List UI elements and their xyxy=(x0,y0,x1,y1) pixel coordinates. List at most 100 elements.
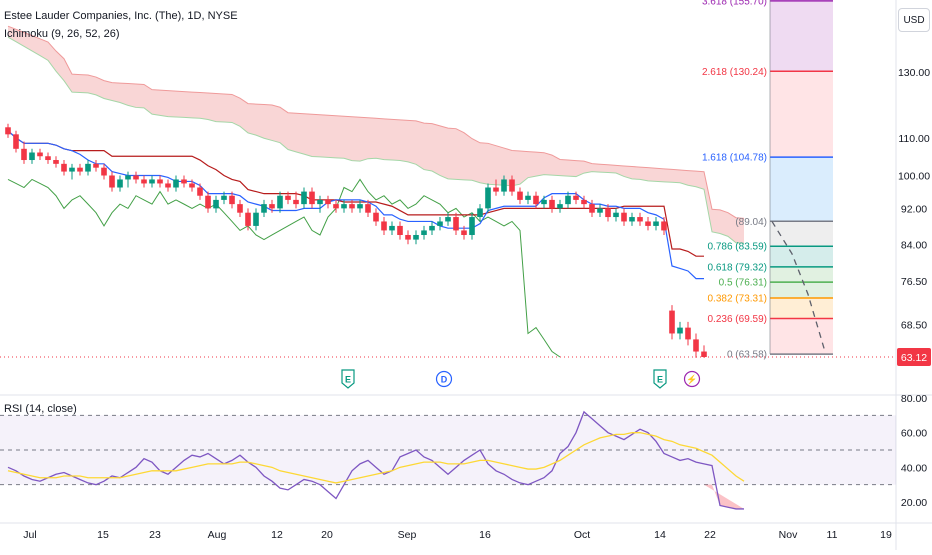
base-line xyxy=(7,130,704,257)
rsi-pane: 80.00 60.00 40.00 20.00 xyxy=(0,393,927,510)
cloud-segment xyxy=(24,32,32,51)
cloud-segment xyxy=(528,151,536,178)
candle-body xyxy=(261,204,267,213)
candles xyxy=(5,123,707,358)
candle-body xyxy=(69,167,75,172)
candle-body xyxy=(293,199,299,205)
cloud-segment xyxy=(672,169,680,183)
cloud-segment xyxy=(248,103,256,136)
candle-body xyxy=(661,221,667,231)
candle-body xyxy=(245,212,251,226)
cloud-segment xyxy=(80,74,88,93)
time-tick-label: Nov xyxy=(779,529,798,541)
cloud-segment xyxy=(104,80,112,101)
cloud-segment xyxy=(296,113,304,155)
cloud-segment xyxy=(624,165,632,179)
candle-body xyxy=(613,212,619,218)
candle-body xyxy=(645,221,651,226)
candle-body xyxy=(61,163,67,172)
candle-body xyxy=(605,208,611,218)
cloud-segment xyxy=(432,123,440,176)
cloud-segment xyxy=(288,112,296,152)
cloud-segment xyxy=(224,93,232,123)
senkou-span-a-line xyxy=(7,36,745,244)
candle-body xyxy=(93,163,99,168)
fib-zone xyxy=(770,157,833,222)
candle-body xyxy=(517,191,523,200)
fib-zone xyxy=(770,71,833,158)
candle-body xyxy=(389,225,395,231)
fib-level-label: 0.236 (69.59) xyxy=(708,314,768,325)
candle-body xyxy=(117,179,123,188)
rsi-tick-label: 40.00 xyxy=(901,462,927,474)
rsi-tick-label: 60.00 xyxy=(901,428,927,440)
candle-body xyxy=(621,212,627,222)
candle-body xyxy=(13,134,19,149)
last-price-badge xyxy=(897,348,931,366)
candle-body xyxy=(85,163,91,172)
cloud-segment xyxy=(232,94,240,127)
cloud-segment xyxy=(688,170,696,187)
cloud-segment xyxy=(552,155,560,176)
cloud-segment xyxy=(264,104,272,141)
fib-zone xyxy=(770,221,833,247)
event-marker-icon: ⚡ xyxy=(683,370,701,388)
candle-body xyxy=(157,179,163,184)
cloud-segment xyxy=(512,150,520,186)
cloud-segment xyxy=(448,128,456,180)
candle-body xyxy=(549,199,555,209)
price-tick-label: 100.00 xyxy=(898,170,930,182)
candle-body xyxy=(357,204,363,209)
cloud-segment xyxy=(520,151,528,185)
candle-body xyxy=(413,234,419,240)
price-tick-label: 68.50 xyxy=(901,320,927,332)
cloud-segment xyxy=(144,84,152,115)
candle-body xyxy=(501,179,507,192)
fib-level-label: 3.618 (155.70) xyxy=(702,0,767,7)
cloud-segment xyxy=(600,164,608,173)
rsi-legend[interactable]: RSI (14, close) xyxy=(4,403,77,415)
cloud-segment xyxy=(376,118,384,160)
time-tick-label: Oct xyxy=(574,529,590,541)
fib-level-label: 0.618 (79.32) xyxy=(708,262,768,273)
candle-body xyxy=(285,195,291,200)
candle-body xyxy=(325,199,331,205)
ichimoku-legend[interactable]: Ichimoku (9, 26, 52, 26) xyxy=(4,28,120,40)
candle-body xyxy=(229,195,235,205)
candle-body xyxy=(21,148,27,161)
cloud-segment xyxy=(736,217,744,244)
last-price-label: 63.12 xyxy=(901,352,927,364)
cloud-segment xyxy=(472,138,480,183)
cloud-segment xyxy=(656,168,664,182)
candle-body xyxy=(437,221,443,226)
cloud-segment xyxy=(216,93,224,123)
candle-body xyxy=(301,191,307,205)
fib-level-label: 1.618 (104.78) xyxy=(702,153,767,164)
cloud-segment xyxy=(488,143,496,185)
candle-body xyxy=(381,221,387,231)
ichimoku-cloud xyxy=(8,26,744,244)
candle-body xyxy=(525,195,531,200)
fib-zone xyxy=(770,297,833,319)
candle-body xyxy=(165,183,171,188)
price-axis: 130.00 110.00 100.00 92.00 84.00 76.50 68.50 xyxy=(898,67,930,332)
candle-body xyxy=(109,175,115,188)
fib-zone xyxy=(770,266,833,283)
candle-body xyxy=(149,179,155,184)
cloud-segment xyxy=(360,117,368,162)
currency-button[interactable]: USD xyxy=(898,8,930,32)
cloud-segment xyxy=(152,89,160,116)
time-tick-label: 16 xyxy=(479,529,491,541)
cloud-segment xyxy=(696,171,704,190)
senkou-span-b-line xyxy=(7,25,745,219)
candle-body xyxy=(397,225,403,235)
fib-level-label: 0.786 (83.59) xyxy=(708,242,768,253)
candle-body xyxy=(429,225,435,231)
cloud-segment xyxy=(256,104,264,139)
candle-body xyxy=(333,204,339,209)
fib-zone xyxy=(770,246,833,267)
price-tick-label: 84.00 xyxy=(901,239,927,251)
candle-body xyxy=(693,339,699,352)
